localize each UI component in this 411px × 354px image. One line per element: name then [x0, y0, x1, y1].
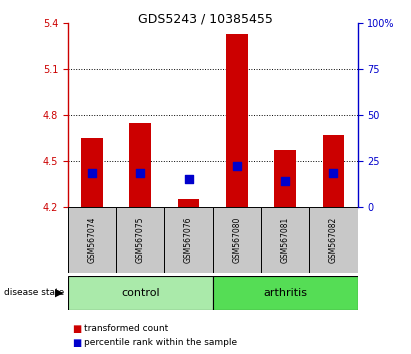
Point [185, 177, 192, 182]
Bar [323, 135, 344, 207]
Text: ■: ■ [72, 338, 81, 348]
Text: GSM567080: GSM567080 [232, 217, 241, 263]
Text: transformed count: transformed count [84, 324, 169, 333]
Text: disease state: disease state [4, 289, 65, 297]
Text: GSM567081: GSM567081 [281, 217, 290, 263]
Bar [178, 199, 199, 207]
Point [282, 178, 289, 184]
Bar [226, 34, 248, 207]
Text: GSM567074: GSM567074 [88, 217, 97, 263]
Bar [261, 207, 309, 273]
Bar [81, 138, 103, 207]
Bar [213, 207, 261, 273]
Text: GDS5243 / 10385455: GDS5243 / 10385455 [138, 12, 273, 25]
Text: ■: ■ [72, 324, 81, 333]
Bar [116, 207, 164, 273]
Text: control: control [121, 288, 159, 298]
Bar [213, 276, 358, 310]
Bar [68, 207, 116, 273]
Bar [164, 207, 213, 273]
Bar [129, 123, 151, 207]
Text: ▶: ▶ [55, 288, 64, 298]
Text: percentile rank within the sample: percentile rank within the sample [84, 338, 238, 347]
Text: GSM567075: GSM567075 [136, 217, 145, 263]
Bar [274, 150, 296, 207]
Point [330, 171, 337, 176]
Text: GSM567076: GSM567076 [184, 217, 193, 263]
Text: GSM567082: GSM567082 [329, 217, 338, 263]
Bar [68, 276, 213, 310]
Point [233, 163, 240, 169]
Bar [309, 207, 358, 273]
Point [89, 171, 95, 176]
Text: arthritis: arthritis [263, 288, 307, 298]
Point [137, 171, 143, 176]
